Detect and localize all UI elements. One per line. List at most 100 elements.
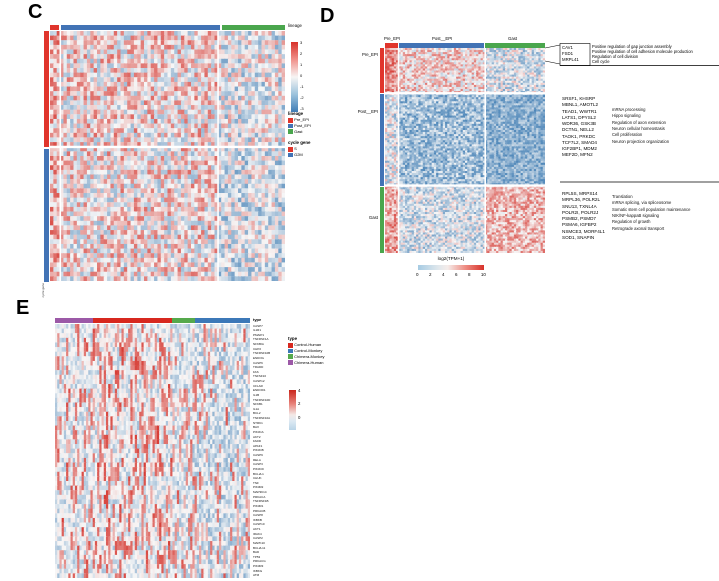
annotation-segment-post-epi xyxy=(60,25,220,30)
bracket-line-top xyxy=(545,44,561,49)
gene-name: MBNL1, AMOTL2 xyxy=(562,102,598,108)
gene-row-label: CASP7 xyxy=(253,323,263,328)
go-term: mRNA processing xyxy=(612,107,646,112)
legend-swatch xyxy=(288,152,293,158)
gene-name: LATS1, DPYSL2 xyxy=(562,114,596,120)
gene-row-label: NFKB1 xyxy=(253,402,263,407)
colorbar-tick: 4 xyxy=(441,271,445,277)
gene-row-label: CASP6 xyxy=(253,360,263,365)
panel-d-colorbar-ticks: 0 2 4 6 8 10 xyxy=(416,271,486,278)
gene-row-label: TNFRSF10D xyxy=(253,397,271,402)
gene-row-label: ATM xyxy=(253,573,260,578)
legend-swatch xyxy=(288,117,293,123)
colorbar-tick: 0 xyxy=(298,414,301,420)
panel-c-row-annotation-s xyxy=(44,31,49,147)
legend-title: type xyxy=(288,336,298,341)
gene-row-label: AKT1 xyxy=(253,527,261,531)
colorbar-tick: 2 xyxy=(428,271,432,277)
colorbar-tick: 4 xyxy=(298,388,301,393)
gene-name: MRPL36, POLR2L xyxy=(562,197,601,203)
legend-swatch xyxy=(288,354,293,360)
gene-row-label: NTRK1 xyxy=(253,420,263,425)
gene-row-label: CASP12 xyxy=(253,379,265,383)
gene-name: CAV1 xyxy=(562,45,573,50)
colorbar-tick: 6 xyxy=(454,271,458,277)
gene-row-label: CASP2 xyxy=(253,536,263,541)
panel-d-go-terms-3: Translation mRNA splicing, via spliceosom… xyxy=(612,194,690,232)
panel-d-row-label-post: Post__EPI xyxy=(357,109,378,114)
colorbar-tick: 2 xyxy=(300,50,303,56)
gene-row-label: TNFRSF10A xyxy=(253,416,271,420)
colorbar-tick: -3 xyxy=(300,106,304,112)
gene-row-label: BAX xyxy=(253,425,260,430)
gene-row-label: BCL2 xyxy=(253,411,261,416)
legend-swatch xyxy=(288,360,293,365)
panel-c-colorbar xyxy=(291,42,298,112)
legend-title: cycle gene xyxy=(288,140,311,145)
gene-row-label: MAPK10 xyxy=(253,540,265,545)
annotation-segment-control-human xyxy=(92,317,172,323)
annotation-segment-gast xyxy=(221,25,285,30)
panel-e-colorbar xyxy=(289,390,296,430)
panel-c-top-annotation-bar xyxy=(50,25,285,30)
gene-row-label: CASP3 xyxy=(253,462,263,467)
gene-row-label: CASP10 xyxy=(253,522,265,527)
gene-row-label: CFLAR xyxy=(253,383,263,388)
panel-e-heatmap xyxy=(55,323,250,578)
gene-row-label: TRADD xyxy=(253,365,264,370)
gene-row-label: IRAK4 xyxy=(253,531,262,536)
go-term: NIK/NF-kappaB signaling xyxy=(612,213,660,219)
gene-row-label: PRKACB xyxy=(253,508,266,513)
gene-name: PSMA6, IGFBP2 xyxy=(562,222,597,228)
colorbar-tick: 2 xyxy=(298,401,301,407)
gene-row-label: TNFSF10 xyxy=(253,374,267,379)
colorbar-tick: -2 xyxy=(300,95,304,101)
gene-name: TAOK1, PRKDC xyxy=(562,133,596,139)
panel-d-col-label-pre: Pre_EPI xyxy=(384,36,401,41)
go-term: Cell proliferation xyxy=(612,132,643,138)
panel-c-bar-label: lineage xyxy=(288,23,302,28)
gene-row-label: TP53 xyxy=(253,554,261,559)
legend-item: Control-Monkey xyxy=(288,348,325,354)
colorbar-tick: 8 xyxy=(467,271,471,277)
panel-d-go-terms-2: mRNA processing Hippo signaling Regulation… xyxy=(612,107,669,145)
panel-d-row-annotation-gast xyxy=(380,187,384,253)
panel-c-colorbar-ticks: 3 2 1 0 -1 -2 -3 xyxy=(300,39,304,112)
gene-row-label: CASP8 xyxy=(253,513,263,518)
legend-swatch xyxy=(288,129,293,135)
panel-d-go-terms-1: Positive regulation of gap junction asse… xyxy=(592,44,693,65)
gene-name: NSMCE3, MORF4L1 xyxy=(562,228,605,234)
panel-d-row-annotation-post xyxy=(380,94,384,186)
colorbar-tick: 3 xyxy=(300,39,303,45)
gene-name: DCTN1, NELL2 xyxy=(562,127,594,133)
gene-name: MEF2D, MFN2 xyxy=(562,152,593,158)
gene-name: TEAD1, WWTR1 xyxy=(562,108,597,114)
panel-d-col-label-gast: Gast xyxy=(508,36,518,41)
legend-swatch xyxy=(288,342,293,348)
annotation-segment-gast xyxy=(485,43,545,48)
gene-name: IGF2BP1, MDM2 xyxy=(562,146,597,151)
go-term: Hippo signaling xyxy=(612,113,641,119)
gene-row-label: TNFRSF10B xyxy=(253,351,271,356)
go-term: Cell cycle xyxy=(592,59,610,65)
panel-e-row-labels: CASP7 IL1R1 PMAIP1 TNFRSF1A NFKBIA CHP2 TNFRSF… xyxy=(253,324,270,578)
gene-name: RPL5S, MRPS14 xyxy=(562,191,598,196)
annotation-segment-chimera-human xyxy=(55,317,93,323)
panel-d-heatmap xyxy=(385,48,545,253)
gene-row-label: FAS xyxy=(253,369,259,374)
go-term: Retrograde axonal transport xyxy=(612,225,665,231)
legend-item: Control-Human xyxy=(288,343,325,348)
panel-d-top-annotation-bar xyxy=(385,43,545,48)
panel-d-col-label-post: Post__EPI xyxy=(432,36,453,41)
panel-d-gene-group-1: CAV1 FSD1 MRPL41 xyxy=(562,45,579,63)
panel-d-row-label-gast: Gast xyxy=(368,215,378,220)
go-term: Positive regulation of gap junction asse… xyxy=(592,43,672,49)
panel-c-heatmap xyxy=(50,31,285,281)
gene-row-label: PIK3R1 xyxy=(253,503,264,508)
gene-row-label: BCL2L1 xyxy=(253,471,264,476)
gene-row-label: PIK3CD xyxy=(253,466,264,471)
colorbar-tick: 10 xyxy=(480,271,486,277)
gene-name: TCF7L2, SMAD4 xyxy=(562,139,597,145)
legend-item: Pre_EPI xyxy=(288,118,311,123)
